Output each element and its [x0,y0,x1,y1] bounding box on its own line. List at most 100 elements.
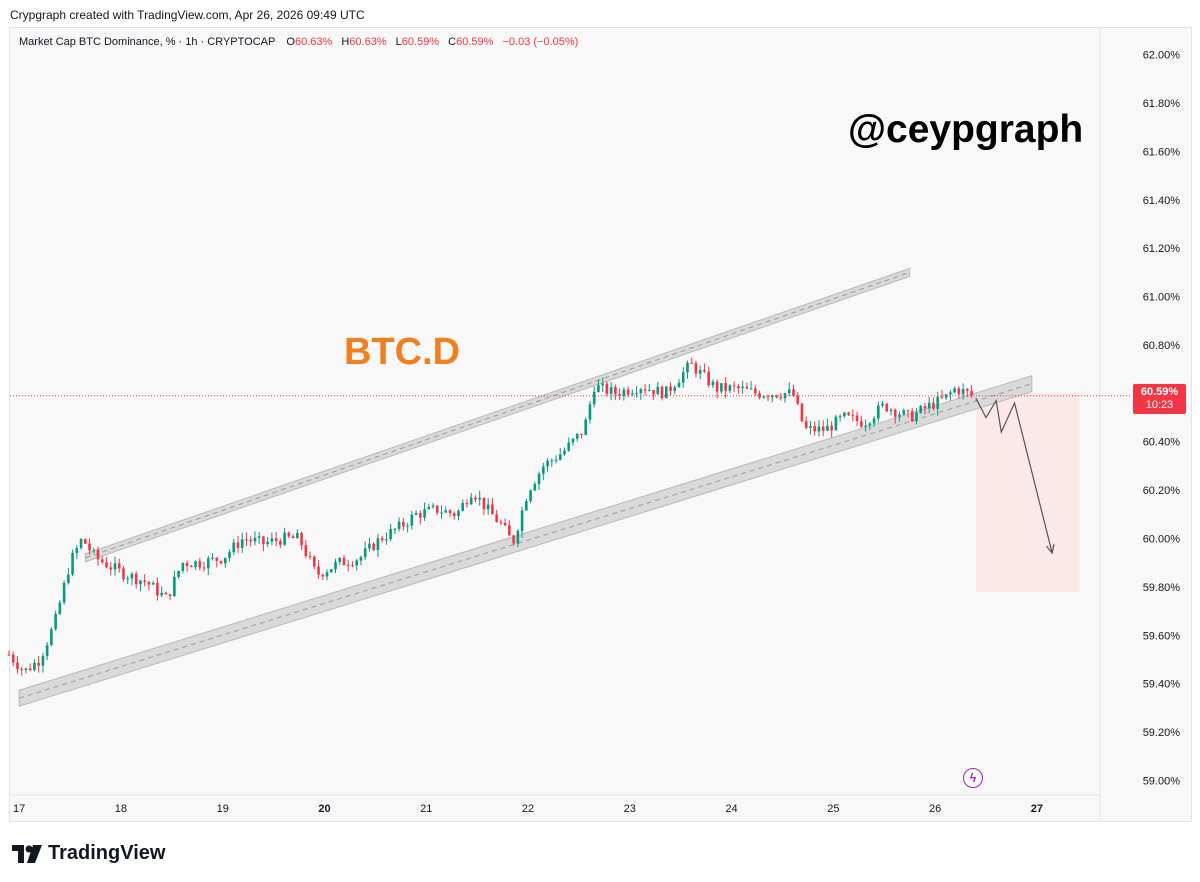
candle-body [168,594,172,597]
candle-body [915,412,918,422]
candle-body [503,522,507,526]
candle-body [770,395,774,398]
candle-body [130,573,134,579]
candle-body [813,426,816,432]
candle-body [143,580,146,582]
candle-body [419,512,422,518]
candle-body [355,560,359,566]
candle-body [219,560,223,564]
candle-body [525,501,528,511]
candle-body [533,484,537,491]
candle-body [834,416,838,431]
candle-body [826,425,829,431]
candle-body [58,602,62,614]
y-tick-label: 60.80% [1143,340,1181,352]
candle-body [495,514,498,523]
y-tick-label: 61.60% [1143,146,1181,158]
candle-body [274,538,278,542]
candle-body [631,393,634,395]
legend-close-value: 60.59% [456,36,494,48]
tradingview-logo[interactable]: TradingView [12,842,165,865]
candle-body [754,388,757,394]
candle-body [961,389,965,395]
y-tick-label: 59.60% [1143,630,1181,642]
candle-body [257,536,261,538]
candle-body [847,412,850,416]
candle-body [970,390,973,395]
candle-body [198,561,202,568]
candle-body [626,389,630,395]
alert-bolt-button[interactable]: ϟ [963,768,983,788]
candle-body [745,386,749,389]
candle-body [864,425,867,427]
candle-body [7,654,11,656]
candle-body [96,549,100,560]
candle-body [588,404,592,420]
candle-body [580,433,583,435]
channel-lower-band [18,374,1033,707]
candle-body [571,438,575,443]
candle-body [728,385,732,391]
candle-body [766,396,770,398]
candle-body [669,386,672,391]
candle-body [575,433,579,439]
candle-body [279,541,282,545]
candle-body [24,668,28,670]
projection-path [975,397,1053,554]
candle-body [71,553,74,575]
candle-body [206,558,210,569]
candle-body [397,521,401,529]
candle-body [520,510,524,531]
candle-body [957,388,961,395]
candle-body [300,532,303,546]
candle-body [117,563,121,569]
candle-body [622,389,626,396]
candle-body [410,514,414,526]
candle-body [177,570,180,577]
x-tick-label: 19 [217,803,229,815]
candle-body [79,539,83,549]
candle-body [105,562,108,568]
candle-body [414,512,418,515]
candle-body [779,397,783,399]
candle-body [62,582,66,603]
candle-body [851,415,855,417]
candle-body [796,395,800,404]
candle-body [686,362,689,373]
tradingview-wordmark: TradingView [48,842,166,864]
candle-body [910,411,914,422]
y-tick-label: 62.00% [1143,50,1181,62]
candle-body [618,394,621,396]
x-tick-label: 26 [929,803,941,815]
candle-body [694,363,698,374]
candle-body [372,543,375,550]
y-tick-label: 60.20% [1143,485,1181,497]
candle-body [45,645,49,657]
candle-body [444,510,448,513]
candle-body [147,581,151,585]
candle-body [906,410,910,412]
symbol-legend[interactable]: Market Cap BTC Dominance, % · 1h · CRYPT… [19,36,584,48]
candle-body [516,530,520,544]
candle-body [236,542,240,548]
candle-body [359,557,363,561]
candle-body [100,559,104,563]
candle-body [821,426,825,431]
lightning-icon: ϟ [969,771,977,785]
candle-body [185,562,189,566]
candle-body [804,421,808,428]
candle-body [711,381,715,386]
candle-body [457,510,460,517]
legend-high-value: 60.63% [349,36,387,48]
candle-body [932,402,935,409]
target-zone [975,393,1080,592]
candle-body [223,557,227,564]
candle-body [838,416,842,418]
candle-body [287,532,291,537]
x-tick-label: 22 [522,803,534,815]
candle-body [211,557,214,559]
candle-body [601,383,604,386]
candle-body [190,565,193,568]
candle-body [160,592,163,596]
